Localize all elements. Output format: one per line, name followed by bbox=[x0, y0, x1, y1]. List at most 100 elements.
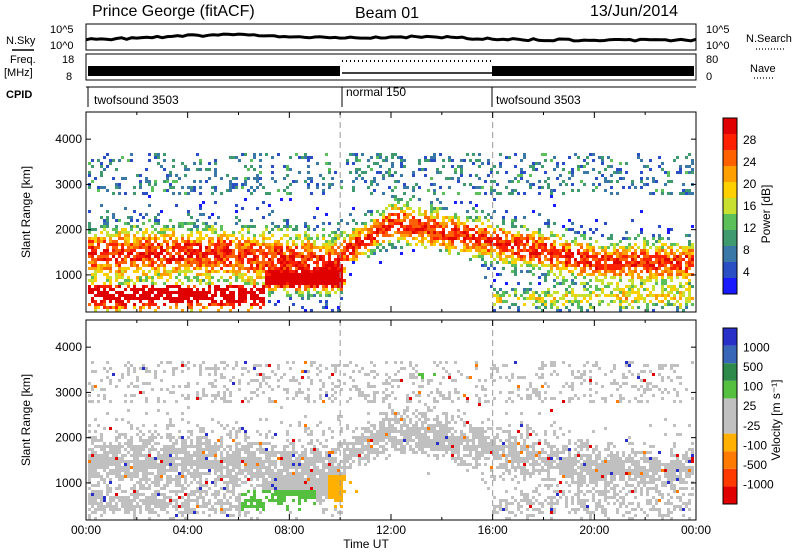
heatmap-cell bbox=[253, 168, 256, 171]
heatmap-cell bbox=[91, 252, 94, 255]
heatmap-cell bbox=[310, 255, 313, 258]
heatmap-cell bbox=[601, 162, 604, 165]
heatmap-cell bbox=[328, 234, 331, 237]
heatmap-cell bbox=[322, 228, 325, 231]
heatmap-cell bbox=[202, 427, 205, 430]
heatmap-cell bbox=[289, 249, 292, 252]
heatmap-cell bbox=[367, 255, 370, 258]
heatmap-cell bbox=[256, 177, 259, 180]
heatmap-cell bbox=[553, 285, 556, 288]
heatmap-cell bbox=[244, 499, 247, 502]
heatmap-cell bbox=[238, 261, 241, 264]
heatmap-cell bbox=[139, 505, 142, 508]
nave-tick-low: 0 bbox=[706, 71, 712, 83]
heatmap-cell bbox=[682, 192, 685, 195]
heatmap-cell bbox=[91, 361, 94, 364]
heatmap-cell bbox=[265, 282, 268, 285]
heatmap-cell bbox=[595, 177, 598, 180]
heatmap-cell bbox=[268, 270, 271, 273]
heatmap-cell bbox=[103, 478, 106, 481]
heatmap-cell bbox=[154, 228, 157, 231]
heatmap-cell bbox=[235, 177, 238, 180]
heatmap-cell bbox=[103, 282, 106, 285]
heatmap-cell bbox=[226, 433, 229, 436]
heatmap-cell bbox=[274, 273, 277, 276]
heatmap-cell bbox=[433, 234, 436, 237]
heatmap-cell bbox=[475, 231, 478, 234]
heatmap-cell bbox=[430, 243, 433, 246]
heatmap-cell bbox=[157, 288, 160, 291]
heatmap-cell bbox=[103, 255, 106, 258]
heatmap-cell bbox=[670, 243, 673, 246]
heatmap-cell bbox=[253, 300, 256, 303]
heatmap-cell bbox=[418, 234, 421, 237]
heatmap-cell bbox=[220, 478, 223, 481]
heatmap-cell bbox=[268, 258, 271, 261]
heatmap-cell bbox=[172, 300, 175, 303]
heatmap-cell bbox=[163, 472, 166, 475]
heatmap-cell bbox=[298, 264, 301, 267]
heatmap-cell bbox=[634, 285, 637, 288]
heatmap-cell bbox=[571, 168, 574, 171]
heatmap-cell bbox=[613, 273, 616, 276]
heatmap-cell bbox=[265, 285, 268, 288]
heatmap-cell bbox=[88, 457, 91, 460]
heatmap-cell bbox=[157, 472, 160, 475]
heatmap-cell bbox=[337, 234, 340, 237]
heatmap-cell bbox=[658, 300, 661, 303]
heatmap-cell bbox=[238, 496, 241, 499]
heatmap-cell bbox=[316, 270, 319, 273]
heatmap-cell bbox=[343, 231, 346, 234]
heatmap-cell bbox=[262, 285, 265, 288]
heatmap-cell bbox=[637, 291, 640, 294]
heatmap-cell bbox=[202, 490, 205, 493]
heatmap-cell bbox=[136, 279, 139, 282]
heatmap-cell bbox=[568, 285, 571, 288]
heatmap-cell bbox=[520, 270, 523, 273]
heatmap-cell bbox=[91, 249, 94, 252]
heatmap-cell bbox=[220, 376, 223, 379]
heatmap-cell bbox=[139, 300, 142, 303]
heatmap-cell bbox=[316, 291, 319, 294]
heatmap-cell bbox=[370, 228, 373, 231]
heatmap-cell bbox=[478, 216, 481, 219]
heatmap-cell bbox=[532, 243, 535, 246]
heatmap-cell bbox=[238, 264, 241, 267]
heatmap-cell bbox=[226, 388, 229, 391]
heatmap-cell bbox=[181, 418, 184, 421]
heatmap-cell bbox=[208, 469, 211, 472]
heatmap-cell bbox=[178, 436, 181, 439]
heatmap-cell bbox=[133, 487, 136, 490]
heatmap-cell bbox=[403, 204, 406, 207]
heatmap-cell bbox=[418, 219, 421, 222]
heatmap-cell bbox=[376, 222, 379, 225]
heatmap-cell bbox=[118, 282, 121, 285]
heatmap-cell bbox=[613, 300, 616, 303]
heatmap-cell bbox=[166, 174, 169, 177]
heatmap-cell bbox=[274, 246, 277, 249]
heatmap-cell bbox=[88, 508, 91, 511]
heatmap-cell bbox=[160, 379, 163, 382]
heatmap-cell bbox=[205, 472, 208, 475]
heatmap-cell bbox=[475, 219, 478, 222]
heatmap-cell bbox=[130, 439, 133, 442]
heatmap-cell bbox=[532, 237, 535, 240]
heatmap-cell bbox=[199, 291, 202, 294]
heatmap-cell bbox=[184, 297, 187, 300]
heatmap-cell bbox=[409, 207, 412, 210]
heatmap-cell bbox=[304, 234, 307, 237]
heatmap-cell bbox=[205, 180, 208, 183]
heatmap-cell bbox=[241, 225, 244, 228]
heatmap-cell bbox=[616, 294, 619, 297]
heatmap-cell bbox=[682, 249, 685, 252]
heatmap-cell bbox=[211, 261, 214, 264]
heatmap-cell bbox=[484, 216, 487, 219]
heatmap-cell bbox=[280, 282, 283, 285]
heatmap-cell bbox=[184, 364, 187, 367]
heatmap-cell bbox=[529, 288, 532, 291]
heatmap-cell bbox=[304, 231, 307, 234]
heatmap-cell bbox=[154, 252, 157, 255]
heatmap-cell bbox=[418, 207, 421, 210]
heatmap-cell bbox=[676, 261, 679, 264]
heatmap-cell bbox=[241, 367, 244, 370]
